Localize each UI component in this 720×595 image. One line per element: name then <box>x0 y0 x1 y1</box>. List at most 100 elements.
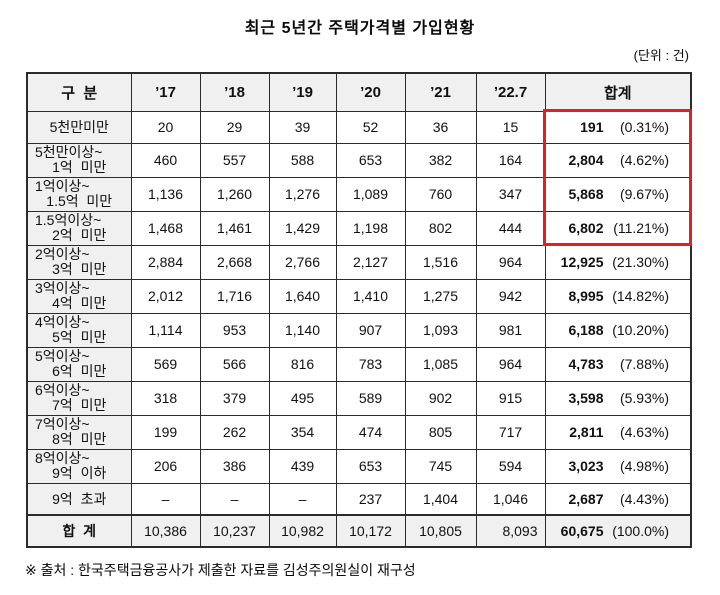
total-cell: 3,598 (5.93%) <box>544 380 692 416</box>
row-label-cell: 5천만미만 <box>26 110 132 144</box>
column-header: 합계 <box>544 72 692 112</box>
value-cell: 10,237 <box>199 514 270 548</box>
unit-note: (단위 : 건) <box>633 48 689 63</box>
value-cell: 2,127 <box>335 244 406 280</box>
value-cell: – <box>199 482 270 516</box>
total-cell: 60,675 (100.0%) <box>544 514 692 548</box>
row-label-cell: 8억이상~ 9억 이하 <box>26 448 132 484</box>
total-percentage: (4.63%) <box>619 424 669 440</box>
total-value: 6,802 <box>568 220 604 236</box>
total-percentage: (4.62%) <box>619 152 669 168</box>
value-cell: 10,386 <box>130 514 201 548</box>
total-cell-content: 3,023 (4.98%) <box>546 458 690 474</box>
value-cell: 2,012 <box>130 278 201 314</box>
value-cell: 318 <box>130 380 201 416</box>
source-note: ※ 출처 : 한국주택금융공사가 제출한 자료를 김성주의원실이 재구성 <box>25 562 416 578</box>
row-label-line1: 2억이상~ <box>35 246 90 262</box>
value-cell: 594 <box>475 448 546 484</box>
column-header: ’21 <box>404 72 477 112</box>
value-cell: 816 <box>268 346 337 382</box>
value-cell: 1,140 <box>268 312 337 348</box>
value-cell: 1,429 <box>268 210 337 246</box>
value-cell: 10,805 <box>404 514 477 548</box>
value-cell: 495 <box>268 380 337 416</box>
value-cell: 1,093 <box>404 312 477 348</box>
value-cell: 15 <box>475 110 546 144</box>
row-label-cell: 6억이상~ 7억 미만 <box>26 380 132 416</box>
total-value: 2,811 <box>569 424 604 440</box>
column-header: ’22.7 <box>475 72 546 112</box>
total-value: 12,925 <box>560 254 604 270</box>
total-cell-content: 5,868 (9.67%) <box>546 186 690 202</box>
row-label-line2: 5억 미만 <box>52 329 107 345</box>
value-cell: 382 <box>404 142 477 178</box>
total-percentage: (10.20%) <box>612 322 669 338</box>
row-label-cell: 1.5억이상~ 2억 미만 <box>26 210 132 246</box>
total-cell: 8,995 (14.82%) <box>544 278 692 314</box>
total-cell: 5,868 (9.67%) <box>544 176 692 212</box>
value-cell: – <box>130 482 201 516</box>
value-cell: 942 <box>475 278 546 314</box>
value-cell: 1,410 <box>335 278 406 314</box>
value-cell: 1,260 <box>199 176 270 212</box>
total-percentage: (0.31%) <box>619 119 669 135</box>
total-cell-content: 6,188 (10.20%) <box>546 322 690 338</box>
row-label-line2: 4억 미만 <box>52 295 107 311</box>
total-value: 2,804 <box>568 152 604 168</box>
value-cell: 569 <box>130 346 201 382</box>
row-label-cell: 5억이상~ 6억 미만 <box>26 346 132 382</box>
value-cell: 2,668 <box>199 244 270 280</box>
value-cell: 474 <box>335 414 406 450</box>
subscription-table: 구 분 ’17’18’19’20’21’22.7 합계 5천만미만 20 29 39 52 3… <box>26 72 692 548</box>
value-cell: 557 <box>199 142 270 178</box>
row-label: 5천만미만 <box>49 119 109 135</box>
table-row: 5천만미만 20 29 39 52 36 15 191 (0.31%) <box>26 110 692 144</box>
value-cell: 1,089 <box>335 176 406 212</box>
total-percentage: (5.93%) <box>619 390 669 406</box>
total-cell-content: 3,598 (5.93%) <box>546 390 690 406</box>
value-cell: 1,516 <box>404 244 477 280</box>
value-cell: 199 <box>130 414 201 450</box>
total-percentage: (4.43%) <box>619 490 669 507</box>
value-cell: 1,114 <box>130 312 201 348</box>
column-header: ’17 <box>130 72 201 112</box>
row-label-line1: 1.5억이상~ <box>35 212 102 228</box>
total-percentage: (14.82%) <box>612 288 669 304</box>
total-cell: 6,802 (11.21%) <box>544 210 692 246</box>
row-label-line1: 6억이상~ <box>35 382 90 398</box>
value-cell: 29 <box>199 110 270 144</box>
total-cell: 191 (0.31%) <box>544 110 692 144</box>
value-cell: – <box>268 482 337 516</box>
total-value: 6,188 <box>568 322 604 338</box>
value-cell: 386 <box>199 448 270 484</box>
total-cell-content: 2,811 (4.63%) <box>546 424 690 440</box>
total-row: 합 계 10,386 10,237 10,982 10,172 10,805 8,093 60… <box>26 514 692 548</box>
row-label-cell: 1억이상~ 1.5억 미만 <box>26 176 132 212</box>
value-cell: 1,404 <box>404 482 477 516</box>
value-cell: 805 <box>404 414 477 450</box>
row-label-line1: 8억이상~ <box>35 450 90 466</box>
row-label-line1: 7억이상~ <box>35 416 90 432</box>
value-cell: 10,982 <box>268 514 337 548</box>
value-cell: 653 <box>335 448 406 484</box>
column-header: ’18 <box>199 72 270 112</box>
row-label-line1: 3억이상~ <box>35 280 90 296</box>
table-row: 1.5억이상~ 2억 미만 1,468 1,461 1,429 1,198 802 444 6,… <box>26 210 692 246</box>
total-cell: 2,811 (4.63%) <box>544 414 692 450</box>
row-label-cell: 합 계 <box>26 514 132 548</box>
total-cell: 3,023 (4.98%) <box>544 448 692 484</box>
total-percentage: (21.30%) <box>612 254 669 270</box>
total-value: 3,023 <box>568 458 604 474</box>
value-cell: 10,172 <box>335 514 406 548</box>
row-label-line2: 7억 미만 <box>52 397 107 413</box>
value-cell: 953 <box>199 312 270 348</box>
row-label-line1: 1억이상~ <box>35 178 90 194</box>
total-percentage: (100.0%) <box>612 523 669 539</box>
value-cell: 39 <box>268 110 337 144</box>
value-cell: 1,085 <box>404 346 477 382</box>
total-cell: 6,188 (10.20%) <box>544 312 692 348</box>
table-row: 9억 초과 – – –237 1,404 1,046 2,687 (4.43%) <box>26 482 692 516</box>
data-table-wrapper: 구 분 ’17’18’19’20’21’22.7 합계 5천만미만 20 29 39 52 3… <box>26 72 692 548</box>
value-cell: 964 <box>475 244 546 280</box>
